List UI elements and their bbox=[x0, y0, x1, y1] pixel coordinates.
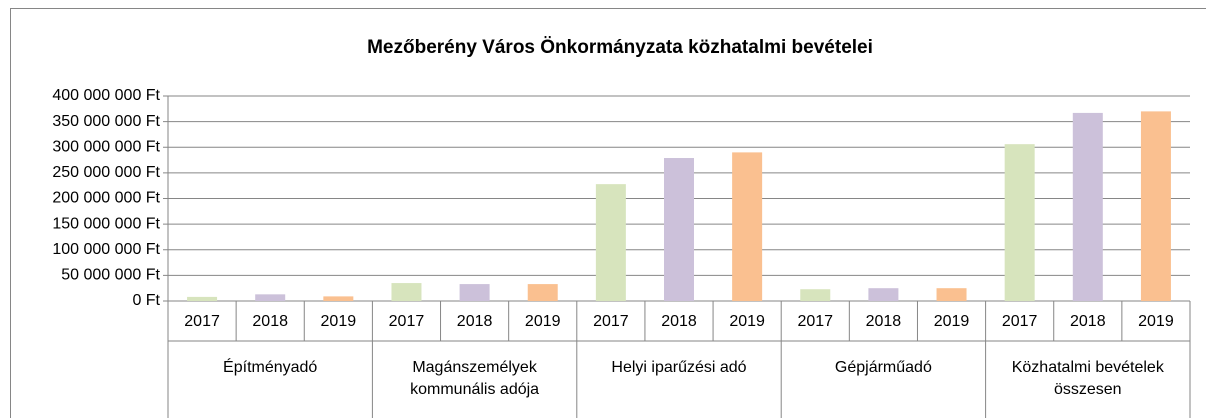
x-tick-label: 2019 bbox=[729, 313, 765, 330]
y-tick-label: 200 000 000 Ft bbox=[52, 190, 160, 207]
x-tick-label: 2019 bbox=[321, 313, 357, 330]
chart-title: Mezőberény Város Önkormányzata közhatalm… bbox=[367, 37, 873, 58]
bar bbox=[800, 289, 831, 301]
category-label: Gépjárműadó bbox=[834, 359, 932, 376]
y-tick-label: 350 000 000 Ft bbox=[52, 113, 160, 130]
x-tick-label: 2019 bbox=[525, 313, 561, 330]
bar bbox=[936, 288, 967, 301]
bar bbox=[595, 184, 626, 301]
x-tick-label: 2017 bbox=[593, 313, 629, 330]
y-tick-label: 150 000 000 Ft bbox=[52, 215, 160, 232]
bar bbox=[323, 296, 354, 301]
bar bbox=[391, 283, 422, 301]
x-tick-label: 2019 bbox=[934, 313, 970, 330]
x-tick-label: 2018 bbox=[252, 313, 288, 330]
bar bbox=[187, 296, 218, 301]
y-tick-label: 300 000 000 Ft bbox=[52, 138, 160, 155]
bar bbox=[1140, 111, 1171, 301]
x-tick-label: 2017 bbox=[389, 313, 425, 330]
x-tick-label: 2017 bbox=[184, 313, 220, 330]
x-tick-label: 2017 bbox=[797, 313, 833, 330]
bar bbox=[459, 284, 490, 301]
x-tick-label: 2019 bbox=[1138, 313, 1174, 330]
bar bbox=[732, 152, 763, 301]
y-tick-label: 0 Ft bbox=[132, 292, 160, 309]
bar bbox=[1004, 144, 1035, 301]
bar bbox=[868, 288, 899, 301]
y-tick-label: 100 000 000 Ft bbox=[52, 241, 160, 258]
bar bbox=[527, 284, 558, 301]
x-tick-label: 2017 bbox=[1002, 313, 1038, 330]
category-label: Közhatalmi bevételek összesen bbox=[1011, 359, 1164, 398]
y-tick-label: 400 000 000 Ft bbox=[52, 87, 160, 104]
category-label: Helyi iparűzési adó bbox=[611, 359, 747, 376]
y-tick-label: 250 000 000 Ft bbox=[52, 164, 160, 181]
x-tick-label: 2018 bbox=[661, 313, 697, 330]
x-tick-label: 2018 bbox=[457, 313, 493, 330]
category-label: Építményadó bbox=[223, 359, 318, 376]
y-tick-label: 50 000 000 Ft bbox=[61, 267, 160, 284]
x-tick-label: 2018 bbox=[866, 313, 902, 330]
bar bbox=[1072, 112, 1103, 301]
bar bbox=[664, 158, 694, 301]
category-label: Magánszemélyek kommunális adója bbox=[410, 359, 540, 398]
x-tick-label: 2018 bbox=[1070, 313, 1106, 330]
bar bbox=[255, 294, 286, 301]
